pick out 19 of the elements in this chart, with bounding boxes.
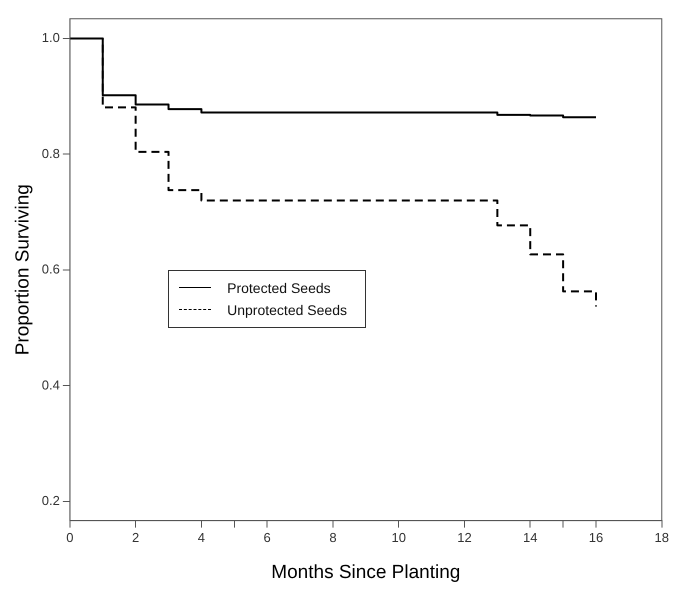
y-tick-label: 0.2 <box>42 493 60 508</box>
legend-label: Unprotected Seeds <box>227 302 347 318</box>
x-tick-label: 16 <box>588 530 604 545</box>
y-tick-label: 0.6 <box>42 262 60 277</box>
x-tick-label: 14 <box>523 530 538 545</box>
y-axis-title: Proportion Surviving <box>12 184 34 356</box>
x-tick-label: 6 <box>264 530 271 545</box>
x-tick-label: 18 <box>654 530 670 545</box>
x-tick-label: 12 <box>457 530 472 545</box>
y-tick-label: 1.0 <box>42 30 60 46</box>
y-tick-label: 0.8 <box>42 146 60 161</box>
x-tick-label: 2 <box>132 530 140 545</box>
y-tick-label: 0.4 <box>42 377 60 392</box>
x-tick-label: 8 <box>329 530 337 545</box>
legend-label: Protected Seeds <box>227 280 331 296</box>
x-axis-title: Months Since Planting <box>271 562 460 583</box>
x-tick-label: 0 <box>66 530 74 545</box>
x-tick-label: 10 <box>391 530 406 545</box>
x-tick-label: 4 <box>198 530 206 545</box>
